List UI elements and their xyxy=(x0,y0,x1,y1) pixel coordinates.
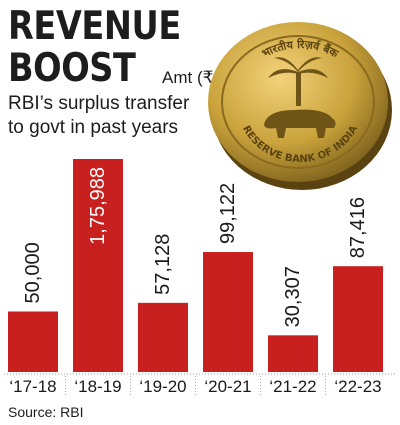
category-label-0: ‘17-18 xyxy=(9,377,56,396)
category-label-2: ‘19-20 xyxy=(139,377,186,396)
chart-title: REVENUE BOOST xyxy=(8,4,181,91)
value-label-5: 87,416 xyxy=(347,197,369,258)
bar-1 xyxy=(73,159,123,372)
bar-0 xyxy=(8,311,58,372)
category-label-5: ‘22-23 xyxy=(334,377,381,396)
value-label-3: 99,122 xyxy=(217,183,239,244)
value-label-4: 30,307 xyxy=(282,266,304,327)
value-label-2: 57,128 xyxy=(152,234,174,295)
value-label-1: 1,75,988 xyxy=(87,167,109,245)
category-label-4: ‘21-22 xyxy=(269,377,316,396)
bar-3 xyxy=(203,252,253,372)
palm-tree-icon xyxy=(268,57,328,106)
bar-4 xyxy=(268,335,318,372)
rbi-coin-image: भारतीय रिज़र्व बैंक RESERVE BANK OF INDI… xyxy=(208,22,392,190)
tiger-icon xyxy=(264,109,336,138)
category-label-3: ‘20-21 xyxy=(204,377,251,396)
bar-2 xyxy=(138,302,188,372)
category-label-1: ‘18-19 xyxy=(74,377,121,396)
value-label-0: 50,000 xyxy=(22,242,44,303)
bar-5 xyxy=(333,266,383,372)
source-note: Source: RBI xyxy=(8,404,84,420)
chart-subtitle: RBI’s surplus transfer to govt in past y… xyxy=(8,93,190,138)
